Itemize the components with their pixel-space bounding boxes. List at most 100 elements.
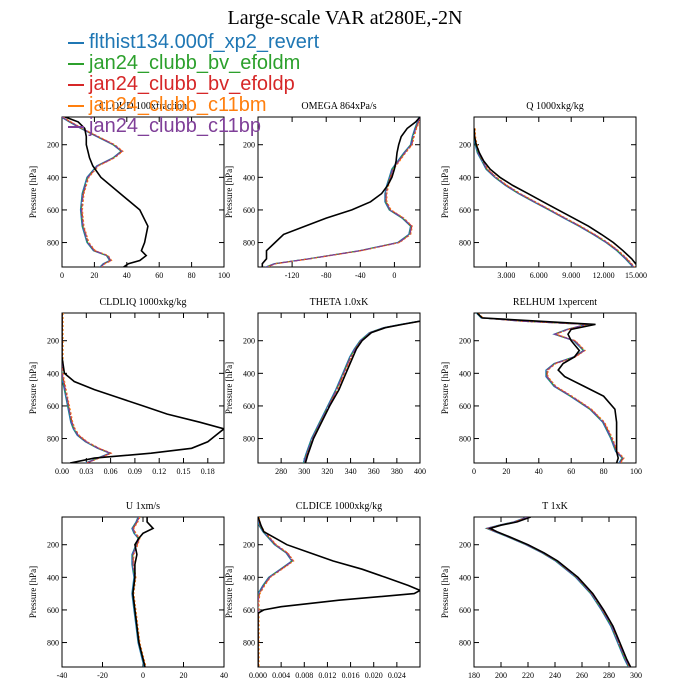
y-tick-label: 400	[459, 369, 471, 378]
y-tick-label: 400	[47, 573, 59, 582]
x-tick-label: 220	[522, 671, 534, 680]
series-group	[475, 313, 625, 463]
panel-3: CLDLIQ 1000xkg/kg 200 400 600 800 Pressure [h…	[28, 297, 225, 476]
panel-title: RELHUM 1xpercent	[513, 297, 597, 308]
x-tick-label: 15.000	[625, 271, 647, 280]
y-tick-label: 200	[47, 337, 59, 346]
series-group	[62, 313, 224, 463]
y-tick-label: 600	[47, 206, 59, 215]
x-tick-label: 60	[567, 467, 575, 476]
series-line-4	[62, 313, 113, 463]
y-tick-label: 800	[459, 435, 471, 444]
series-line-0	[62, 117, 122, 267]
series-line-3	[304, 320, 420, 463]
series-line-0	[131, 517, 145, 667]
y-tick-label: 400	[47, 369, 59, 378]
x-tick-label: 360	[368, 467, 380, 476]
legend: flthist134.000f_xp2_revertjan24_clubb_bv…	[68, 31, 320, 137]
panel-2: Q 1000xkg/kg 200 400 600 800 Pressure [hPa] 3.…	[440, 101, 647, 280]
reference-line	[476, 313, 620, 463]
x-tick-label: 0.12	[152, 467, 166, 476]
x-tick-label: 6.000	[530, 271, 548, 280]
x-tick-label: -20	[97, 671, 108, 680]
series-group	[302, 320, 420, 463]
x-tick-label: 0.016	[342, 671, 360, 680]
y-tick-label: 600	[243, 606, 255, 615]
x-tick-label: -120	[285, 271, 300, 280]
panel-title: CLDICE 1000xkg/kg	[296, 501, 382, 512]
x-tick-label: 20	[90, 271, 98, 280]
series-group	[474, 128, 636, 267]
x-tick-label: 0	[392, 271, 396, 280]
series-line-1	[265, 117, 420, 267]
y-tick-label: 200	[459, 141, 471, 150]
x-tick-label: -40	[57, 671, 68, 680]
y-tick-label: 200	[459, 337, 471, 346]
reference-line	[488, 517, 632, 667]
y-axis-label: Pressure [hPa]	[28, 362, 38, 414]
panel-frame	[61, 312, 225, 464]
y-tick-label: 200	[47, 141, 59, 150]
x-tick-label: 340	[345, 467, 357, 476]
x-tick-label: 0.000	[249, 671, 267, 680]
series-line-4	[485, 517, 630, 667]
x-tick-label: 200	[495, 671, 507, 680]
series-line-0	[265, 117, 420, 267]
panel-frame	[473, 312, 637, 464]
legend-label: jan24_clubb_bv_efoldm	[88, 52, 300, 74]
y-tick-label: 400	[459, 173, 471, 182]
x-tick-label: 0	[141, 671, 145, 680]
x-tick-label: 100	[218, 271, 230, 280]
series-line-0	[475, 313, 623, 463]
x-tick-label: 100	[630, 467, 642, 476]
y-tick-label: 600	[459, 606, 471, 615]
series-line-1	[258, 517, 294, 667]
x-tick-label: 40	[535, 467, 543, 476]
panel-title: Q 1000xkg/kg	[526, 101, 584, 112]
x-tick-label: 400	[414, 467, 426, 476]
y-tick-label: 400	[243, 369, 255, 378]
x-tick-label: 0.00	[55, 467, 69, 476]
x-tick-label: 0.15	[177, 467, 191, 476]
reference-line	[62, 313, 224, 463]
series-line-1	[303, 320, 420, 463]
series-line-4	[258, 517, 294, 667]
panel-title: OMEGA 864xPa/s	[301, 101, 376, 112]
y-axis-label: Pressure [hPa]	[28, 166, 38, 218]
x-tick-label: 0	[472, 467, 476, 476]
series-line-3	[477, 313, 625, 463]
series-line-2	[304, 320, 420, 463]
series-line-2	[477, 313, 625, 463]
series-line-0	[474, 132, 634, 267]
legend-label: jan24_clubb_c11bp	[88, 115, 261, 137]
x-tick-label: 240	[549, 671, 561, 680]
series-line-4	[474, 128, 635, 267]
x-tick-label: 320	[321, 467, 333, 476]
x-tick-label: 12.000	[593, 271, 615, 280]
panel-frame	[473, 516, 637, 668]
x-tick-label: -80	[321, 271, 332, 280]
x-tick-label: 20	[502, 467, 510, 476]
panel-title: CLDLIQ 1000xkg/kg	[100, 297, 187, 308]
panel-frame	[61, 116, 225, 268]
series-line-3	[133, 517, 147, 667]
panel-1: OMEGA 864xPa/s 200 400 600 800 Pressure [hPa]…	[224, 101, 421, 280]
x-tick-label: 20	[180, 671, 188, 680]
panel-7: CLDICE 1000xkg/kg 200 400 600 800 Pressure [h…	[224, 501, 421, 680]
series-line-3	[267, 118, 420, 267]
y-tick-label: 200	[243, 541, 255, 550]
series-line-2	[62, 313, 113, 463]
x-tick-label: 9.000	[562, 271, 580, 280]
y-tick-label: 600	[47, 606, 59, 615]
y-tick-label: 600	[243, 402, 255, 411]
panel-title: CLOUD 100xfraction	[99, 101, 187, 112]
series-line-1	[485, 517, 630, 667]
y-axis-label: Pressure [hPa]	[28, 566, 38, 618]
series-group	[484, 517, 632, 667]
reference-line	[474, 128, 636, 266]
reference-line	[304, 320, 420, 463]
legend-entry-0: flthist134.000f_xp2_revert	[68, 31, 320, 53]
